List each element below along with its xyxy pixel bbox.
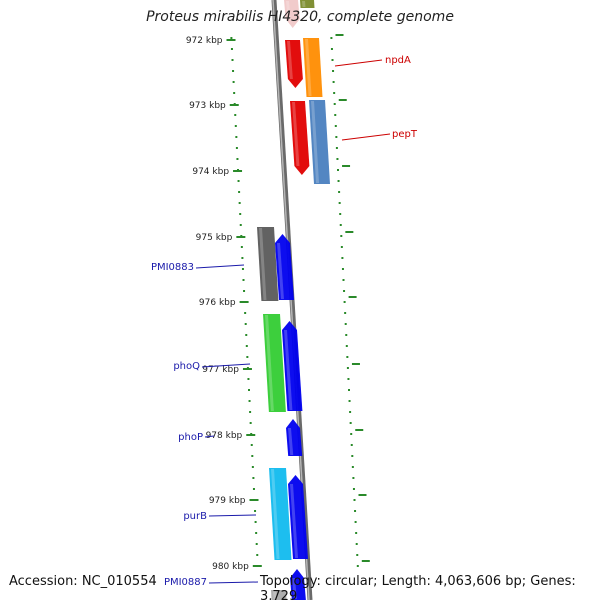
- gene-arrow-npda: [303, 38, 323, 97]
- gene-arrow-sheen: [292, 578, 297, 599]
- gene-arrow: [288, 475, 308, 559]
- tick-label: 972 kbp: [186, 36, 223, 46]
- gene-arrow: [275, 234, 294, 300]
- tick-label: 978 kbp: [206, 431, 243, 441]
- gene-arrow: [284, 0, 300, 28]
- gene-arrow-pmi0887: [271, 590, 287, 600]
- gene-arrow: [290, 569, 306, 600]
- tick-label: 977 kbp: [202, 365, 239, 375]
- gene-arrow: [300, 0, 315, 8]
- gene-arrow-sheen: [305, 39, 312, 96]
- gene-label-npda: npdA: [385, 55, 411, 66]
- gene-leader-line: [195, 264, 245, 269]
- gene-arrow-sheen: [277, 243, 284, 299]
- gene-arrow-sheen: [259, 228, 267, 300]
- gene-arrow-sheen: [273, 591, 277, 599]
- gene-arrow-sheen: [287, 41, 293, 79]
- gene-arrow-purb: [269, 468, 292, 560]
- tick-label: 979 kbp: [209, 496, 246, 506]
- gene-arrow-sheen: [311, 101, 320, 183]
- gene-arrow-sheen: [265, 315, 274, 411]
- tick-label: 973 kbp: [189, 101, 226, 111]
- gene-leader-line: [341, 133, 391, 141]
- tick-label: 975 kbp: [196, 233, 233, 243]
- gene-arrow-pmi0883: [257, 227, 279, 301]
- tick-label: 974 kbp: [192, 167, 229, 177]
- gene-arrow-sheen: [288, 428, 294, 455]
- tick-label: 980 kbp: [212, 562, 249, 572]
- gene-arrow-sheen: [286, 1, 291, 19]
- gene-arrow-sheen: [302, 1, 306, 7]
- gene-arrow-sheen: [271, 469, 280, 559]
- accession-text: Accession: NC_010554: [9, 574, 157, 589]
- gene-leader-line: [208, 581, 259, 584]
- gene-label-purb: purB: [183, 511, 207, 522]
- gene-leader-line: [334, 59, 383, 67]
- gene-arrow: [290, 101, 310, 175]
- genome-info-text: Topology: circular; Length: 4,063,606 bp…: [260, 574, 576, 600]
- gene-label-pmi0883: PMI0883: [151, 262, 194, 273]
- gene-arrow-phoq: [263, 314, 286, 412]
- gene-leader-line: [201, 363, 251, 368]
- gene-label-phop: phoP: [178, 432, 203, 443]
- gene-leader-line: [208, 514, 257, 517]
- gene-arrow-sheen: [284, 330, 293, 410]
- gene-label-pmi0887: PMI0887: [164, 577, 207, 588]
- gene-label-pept: pepT: [392, 129, 418, 140]
- gene-arrow-phop: [286, 419, 303, 456]
- map-title: Proteus mirabilis HI4320, complete genom…: [146, 9, 454, 25]
- gene-leader-line: [204, 435, 215, 438]
- gene-arrow-sheen: [292, 102, 300, 166]
- gene-label-phoq: phoQ: [173, 361, 200, 372]
- gene-arrow-sheen: [290, 484, 299, 558]
- tick-label: 976 kbp: [199, 298, 236, 308]
- gene-arrow: [285, 40, 303, 88]
- gene-arrow: [282, 321, 303, 411]
- gene-arrow-pept: [309, 100, 330, 184]
